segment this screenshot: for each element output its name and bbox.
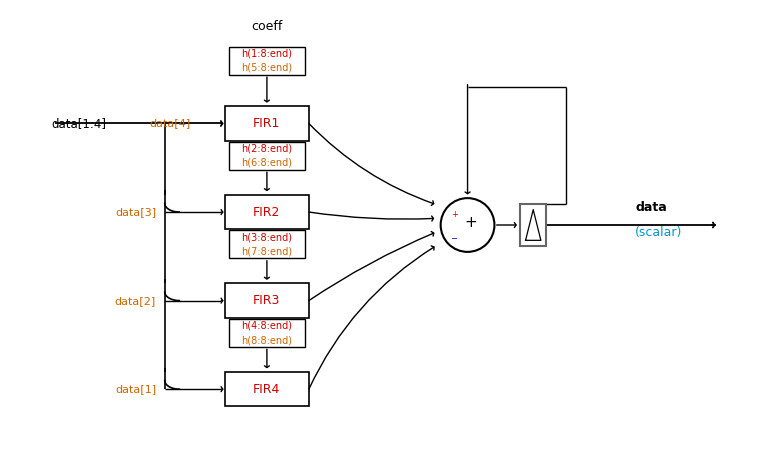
Text: h(3:8:end): h(3:8:end) xyxy=(242,232,293,243)
Text: coeff: coeff xyxy=(252,20,283,33)
Text: data[3]: data[3] xyxy=(115,207,156,217)
Text: +: + xyxy=(451,210,458,219)
Text: h(2:8:end): h(2:8:end) xyxy=(242,144,293,154)
Text: h(1:8:end): h(1:8:end) xyxy=(242,49,293,59)
Text: FIR3: FIR3 xyxy=(253,294,280,307)
Text: data[4]: data[4] xyxy=(149,118,190,129)
Bar xyxy=(229,319,306,347)
Text: +: + xyxy=(464,216,477,230)
Text: (scalar): (scalar) xyxy=(635,226,682,239)
Bar xyxy=(225,106,309,141)
Ellipse shape xyxy=(441,198,495,252)
Text: h(4:8:end): h(4:8:end) xyxy=(242,321,293,331)
Text: h(7:8:end): h(7:8:end) xyxy=(242,247,293,256)
Text: data[1]: data[1] xyxy=(115,384,156,394)
Bar xyxy=(229,47,306,75)
Text: h(5:8:end): h(5:8:end) xyxy=(242,63,293,73)
Bar xyxy=(229,230,306,258)
Text: data[1:4]: data[1:4] xyxy=(52,117,106,130)
Bar xyxy=(521,204,546,246)
Text: FIR4: FIR4 xyxy=(253,382,280,396)
Bar xyxy=(225,195,309,230)
Text: data: data xyxy=(635,201,667,214)
Text: h(6:8:end): h(6:8:end) xyxy=(242,158,293,168)
Text: −: − xyxy=(451,234,458,243)
Bar xyxy=(229,142,306,170)
Text: FIR2: FIR2 xyxy=(253,206,280,219)
Text: data[2]: data[2] xyxy=(115,296,156,306)
Bar xyxy=(225,284,309,318)
Text: FIR1: FIR1 xyxy=(253,117,280,130)
Text: h(8:8:end): h(8:8:end) xyxy=(242,335,293,345)
Bar xyxy=(225,372,309,406)
